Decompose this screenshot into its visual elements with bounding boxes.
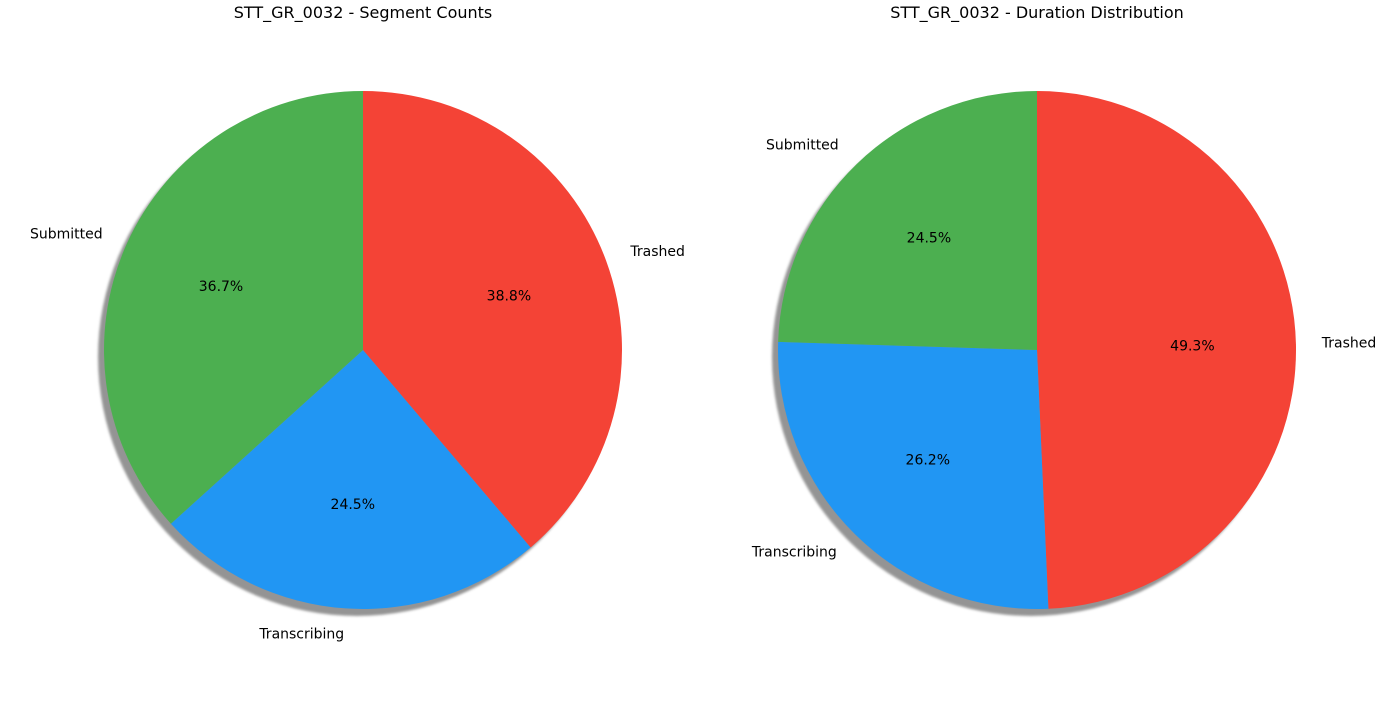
slice-label-submitted: Submitted: [30, 226, 103, 242]
pie-slices: [103, 91, 622, 610]
slice-label-submitted: Submitted: [766, 137, 839, 153]
segment-counts-pie: STT_GR_0032 - Segment Counts Trashed 38.8…: [30, 3, 685, 642]
pie-slice-submitted: [103, 91, 363, 524]
slice-label-trashed: Trashed: [629, 244, 685, 260]
pie-slice-trashed: [1037, 91, 1297, 609]
pie-labels: Trashed 38.8% Transcribing 24.5% Submitted 36…: [30, 226, 685, 642]
pie-slices: [778, 91, 1297, 610]
pct-label-trashed: 49.3%: [1170, 339, 1214, 355]
pct-label-submitted: 36.7%: [199, 279, 243, 295]
pct-label-transcribing: 26.2%: [906, 453, 950, 469]
pie-slice-trashed: [363, 91, 622, 548]
chart-title: STT_GR_0032 - Duration Distribution: [890, 3, 1184, 23]
slice-label-transcribing: Transcribing: [258, 626, 344, 642]
pie-slice-transcribing: [778, 341, 1049, 610]
pct-label-trashed: 38.8%: [487, 288, 531, 304]
slice-label-transcribing: Transcribing: [751, 545, 837, 561]
chart-title: STT_GR_0032 - Segment Counts: [234, 3, 493, 23]
pct-label-transcribing: 24.5%: [331, 497, 375, 513]
pie-labels: Trashed 49.3% Transcribing 26.2% Submitted 24…: [751, 137, 1376, 560]
pie-slice-transcribing: [170, 350, 531, 610]
pie-slice-submitted: [778, 91, 1037, 350]
duration-distribution-pie: STT_GR_0032 - Duration Distribution Tras…: [751, 3, 1376, 616]
pct-label-submitted: 24.5%: [907, 230, 951, 246]
slice-label-trashed: Trashed: [1321, 336, 1377, 352]
